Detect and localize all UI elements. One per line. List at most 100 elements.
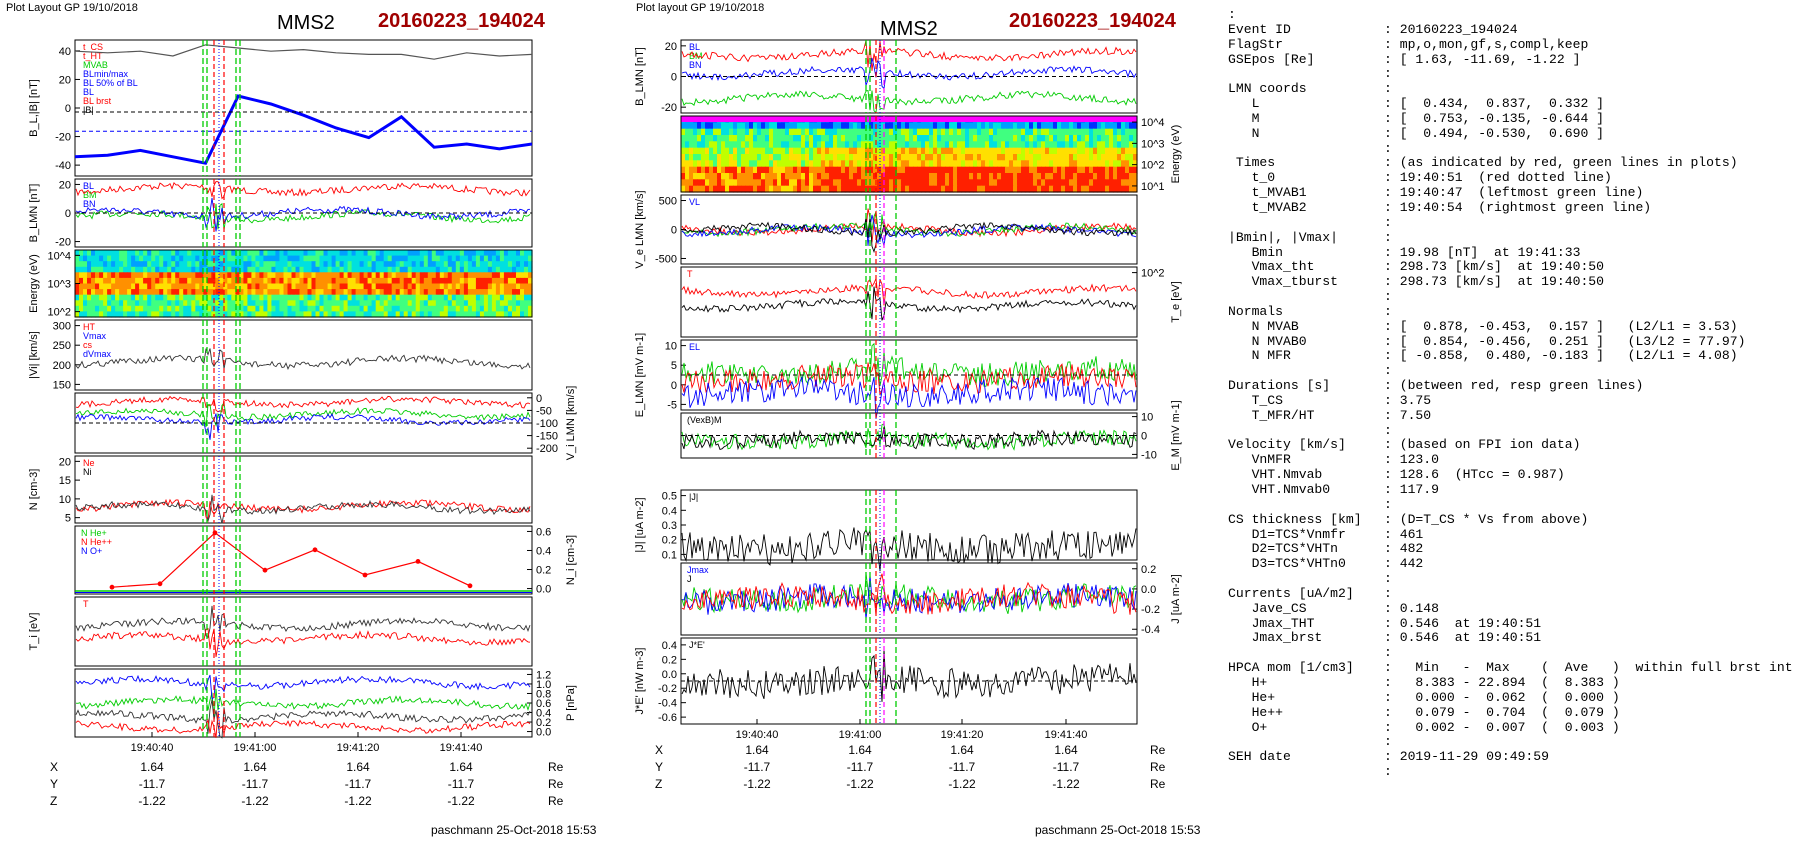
spectrogram-cell (829, 160, 834, 168)
spectrogram-cell (455, 261, 461, 268)
spectrogram-cell (255, 283, 260, 290)
spectrogram-cell (75, 311, 80, 318)
spectrogram-cell (455, 294, 461, 301)
spectrogram-cell (969, 135, 974, 142)
spectrogram-cell (1117, 154, 1122, 161)
spectrogram-cell (797, 154, 802, 161)
spectrogram-cell (745, 185, 750, 193)
summary-value: : 7.50 (1384, 407, 1432, 423)
spectrogram-cell (801, 141, 806, 149)
summary-value: : 298.73 [km/s] at 19:40:50 (1384, 274, 1605, 290)
spectrogram-cell (777, 173, 782, 180)
spectrogram-cell (929, 147, 934, 155)
position-unit: Re (548, 777, 564, 791)
spectrogram-cell (407, 272, 413, 279)
spectrogram-cell (487, 283, 493, 290)
spectrogram-cell (223, 300, 228, 307)
spectrogram-cell (913, 185, 918, 193)
spectrogram-cell (227, 289, 232, 296)
spectrogram-cell (945, 128, 950, 136)
spectrogram-cell (363, 294, 369, 301)
spectrogram-cell (729, 147, 734, 155)
spectrogram-cell (785, 154, 790, 161)
spectrogram-cell (841, 154, 846, 161)
spectrogram-cell (709, 154, 714, 161)
spectrogram-cell (343, 266, 349, 273)
position-value: -1.22 (241, 794, 269, 808)
spectrogram-cell (837, 179, 842, 187)
spectrogram-cell (447, 277, 453, 285)
spectrogram-cell (115, 300, 120, 307)
spectrogram-cell (1009, 160, 1014, 168)
legend-entry: T (687, 269, 693, 279)
spectrogram-cell (135, 305, 140, 312)
spectrogram-cell (323, 250, 329, 257)
spectrogram-cell (1113, 147, 1118, 155)
spectrogram-cell (251, 266, 256, 273)
spectrogram-cell (953, 179, 958, 187)
spectrogram-cell (797, 166, 802, 174)
spectrogram-cell (471, 261, 477, 268)
spectrogram-cell (1085, 173, 1090, 180)
series-line (681, 375, 1137, 419)
spectrogram-cell (753, 160, 758, 168)
spectrogram-cell (1037, 154, 1042, 161)
spectrogram-cell (929, 179, 934, 187)
spectrogram-cell (1001, 179, 1006, 187)
spectrogram-cell (203, 305, 208, 312)
y-axis-label: P [nPa] (565, 685, 577, 721)
spectrogram-cell (399, 283, 405, 290)
spectrogram-cell (203, 272, 208, 279)
spectrogram-cell (961, 147, 966, 155)
spectrogram-cell (443, 283, 449, 290)
spectrogram-cell (1021, 135, 1026, 142)
legend-entry: t_HT (83, 51, 103, 61)
spectrogram-cell (139, 250, 144, 257)
spectrogram-cell (1073, 160, 1078, 168)
spectrogram-cell (383, 261, 389, 268)
spectrogram-cell (347, 311, 353, 318)
spectrogram-cell (475, 283, 481, 290)
spectrogram-cell (167, 261, 172, 268)
spectrogram-cell (195, 289, 200, 296)
spectrogram-cell (487, 294, 493, 301)
spectrogram-cell (271, 311, 276, 318)
spectrogram-cell (997, 185, 1002, 193)
spectrogram-cell (223, 277, 228, 285)
y-tick-label: 10^2 (1141, 268, 1165, 280)
spectrogram-cell (119, 305, 124, 312)
spectrogram-cell (471, 294, 477, 301)
spectrogram-cell (111, 283, 116, 290)
spectrogram-cell (1057, 122, 1062, 130)
spectrogram-cell (1057, 179, 1062, 187)
spectrogram-cell (499, 272, 505, 279)
spectrogram-cell (1057, 141, 1062, 149)
spectrogram-cell (339, 300, 345, 307)
spectrogram-cell (785, 185, 790, 193)
spectrogram-cell (139, 300, 144, 307)
spectrogram-cell (159, 300, 164, 307)
spectrogram-cell (512, 305, 517, 312)
spectrogram-cell (243, 272, 248, 279)
spectrogram-cell (323, 300, 329, 307)
spectrogram-cell (451, 250, 457, 257)
spectrogram-cell (299, 255, 305, 262)
spectrogram-cell (797, 122, 802, 130)
spectrogram-cell (327, 266, 333, 273)
spectrogram-cell (123, 311, 128, 318)
spectrogram-cell (343, 294, 349, 301)
spectrogram-cell (749, 128, 754, 136)
spectrogram-cell (981, 147, 986, 155)
legend-entry: Ni (83, 467, 92, 477)
spectrogram-cell (913, 179, 918, 187)
spectrogram-cell (367, 255, 373, 262)
spectrogram-cell (1053, 128, 1058, 136)
spectrogram-cell (455, 283, 461, 290)
spectrogram-cell (95, 272, 100, 279)
spectrogram-cell (355, 294, 361, 301)
spectrogram-cell (415, 250, 421, 257)
spectrogram-cell (291, 294, 297, 301)
spectrogram-cell (223, 255, 228, 262)
spectrogram-cell (219, 255, 224, 262)
spectrogram-cell (251, 311, 256, 318)
